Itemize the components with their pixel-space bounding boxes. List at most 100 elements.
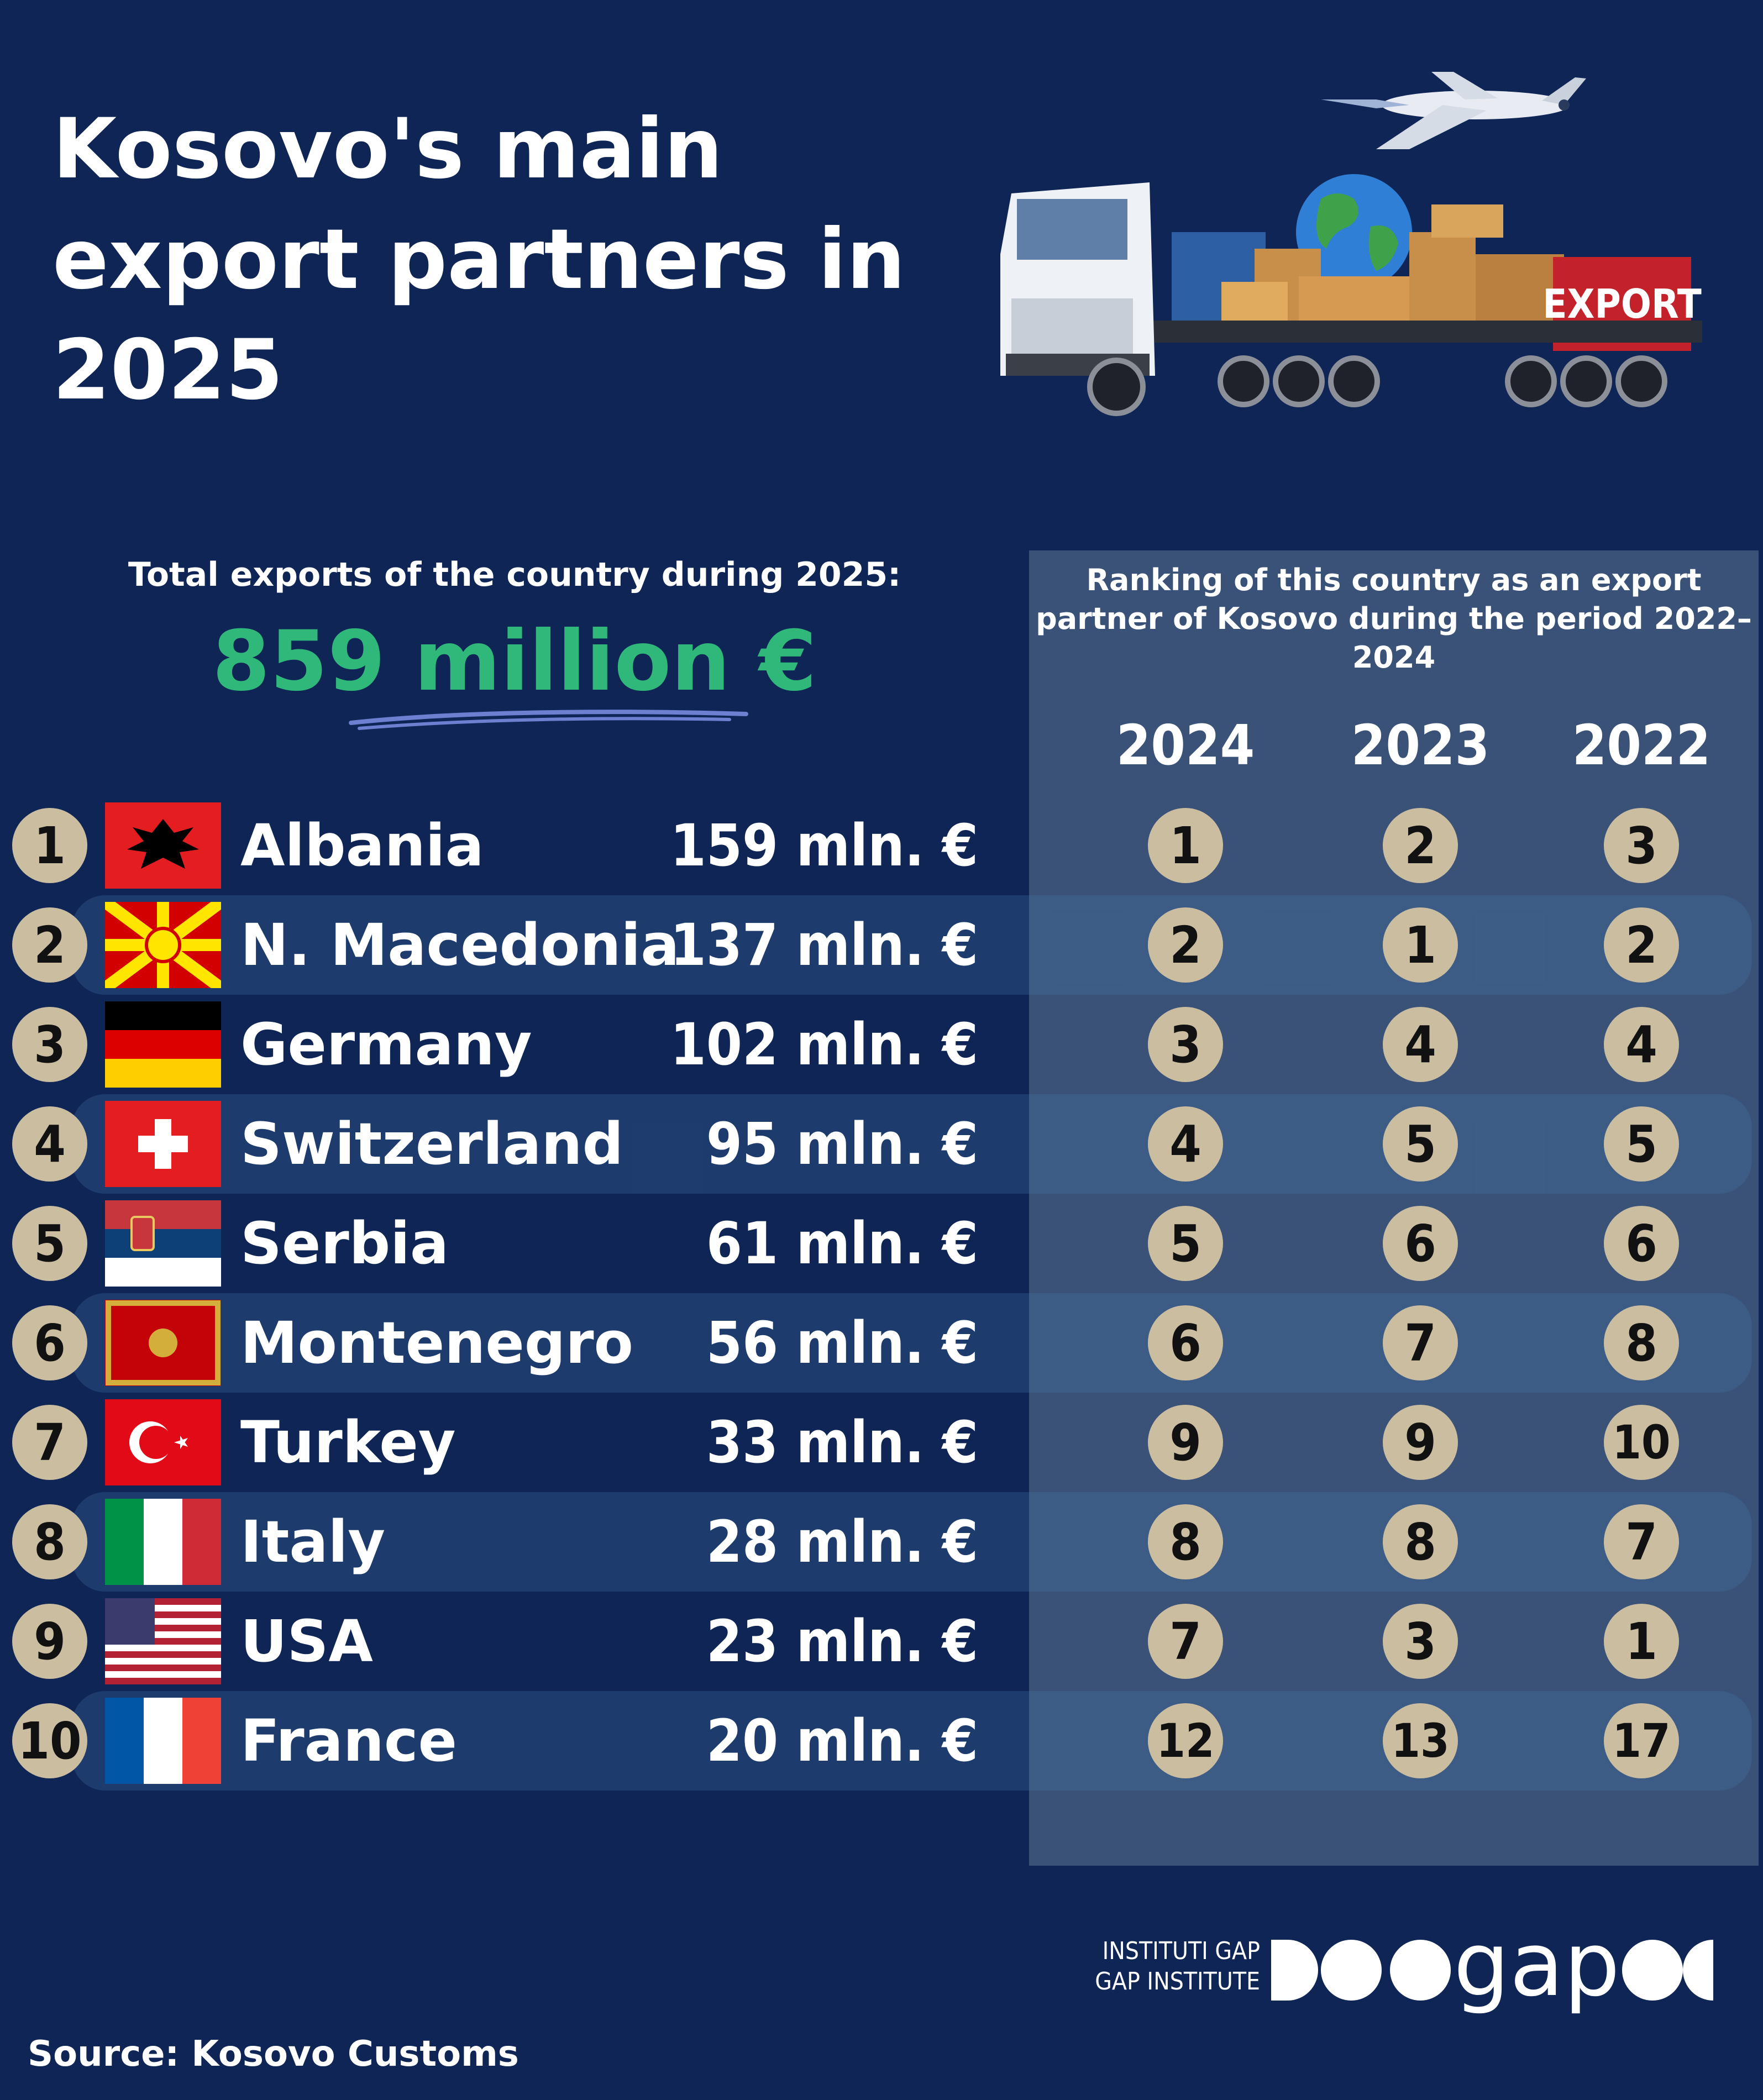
rank-badge-2023: 1 xyxy=(1383,907,1458,983)
rank-badge-2023: 3 xyxy=(1383,1604,1458,1679)
rank-badge-2022: 8 xyxy=(1604,1305,1679,1380)
rank-badge-2023: 4 xyxy=(1383,1007,1458,1082)
export-value: 102 mln. € xyxy=(670,1011,978,1078)
germany-flag xyxy=(105,1001,221,1088)
country-name: Albania xyxy=(240,812,484,879)
ranking-header: Ranking of this country as an export par… xyxy=(1036,563,1752,675)
truck-cab-icon xyxy=(1000,182,1155,376)
rank-badge-2024: 12 xyxy=(1148,1703,1223,1778)
rank-badge: 8 xyxy=(12,1504,87,1579)
svg-text:gap: gap xyxy=(1454,1929,1620,2016)
row-band xyxy=(72,1094,1752,1194)
rank-badge-2022: 1 xyxy=(1604,1604,1679,1679)
rank-badge-2023: 5 xyxy=(1383,1106,1458,1182)
rank-badge-2023: 7 xyxy=(1383,1305,1458,1380)
rank-badge-2023: 8 xyxy=(1383,1504,1458,1579)
export-value: 20 mln. € xyxy=(706,1707,978,1775)
rank-badge-2024: 1 xyxy=(1148,808,1223,883)
country-name: Montenegro xyxy=(240,1309,633,1377)
rank-badge-2022: 6 xyxy=(1604,1206,1679,1281)
rank-badge-2022: 3 xyxy=(1604,808,1679,883)
rank-badge-2023: 13 xyxy=(1383,1703,1458,1778)
switzerland-flag xyxy=(105,1101,221,1187)
rank-badge-2024: 2 xyxy=(1148,907,1223,983)
table-row: 4 Switzerland 95 mln. € 4 5 5 xyxy=(0,1094,1763,1194)
total-exports-value: 859 million € xyxy=(212,613,817,710)
france-flag xyxy=(105,1698,221,1784)
rank-badge: 5 xyxy=(12,1206,87,1281)
rank-badge-2024: 5 xyxy=(1148,1206,1223,1281)
export-value: 137 mln. € xyxy=(670,911,978,979)
export-value: 61 mln. € xyxy=(706,1210,978,1277)
year-header-2024: 2024 xyxy=(1116,713,1255,778)
rank-badge: 4 xyxy=(12,1106,87,1182)
table-row: 9 USA 23 mln. € 7 3 1 xyxy=(0,1592,1763,1691)
rank-badge-2024: 4 xyxy=(1148,1106,1223,1182)
country-name: Turkey xyxy=(240,1409,456,1476)
row-band xyxy=(72,895,1752,995)
serbia-flag xyxy=(105,1200,221,1287)
export-truck-illustration: EXPORT xyxy=(1000,72,1702,416)
rank-badge-2024: 7 xyxy=(1148,1604,1223,1679)
rank-badge-2022: 2 xyxy=(1604,907,1679,983)
gap-institute-logo: gap xyxy=(1271,1929,1713,2016)
row-band xyxy=(72,1293,1752,1393)
country-name: Italy xyxy=(240,1508,386,1576)
table-row: 1 Albania 159 mln. € 1 2 3 xyxy=(0,796,1763,895)
row-band xyxy=(72,1691,1752,1791)
country-name: Germany xyxy=(240,1011,532,1078)
institute-name-en: GAP INSTITUTE xyxy=(1095,1967,1260,1996)
table-row: 8 Italy 28 mln. € 8 8 7 xyxy=(0,1492,1763,1592)
year-header-2022: 2022 xyxy=(1572,713,1711,778)
italy-flag xyxy=(105,1499,221,1585)
export-value: 33 mln. € xyxy=(706,1409,978,1476)
export-value: 56 mln. € xyxy=(706,1309,978,1377)
country-name: USA xyxy=(240,1608,373,1675)
cargo-boxes-icon xyxy=(1172,204,1564,321)
row-band xyxy=(72,1492,1752,1592)
rank-badge: 7 xyxy=(12,1405,87,1480)
turkey-flag xyxy=(105,1399,221,1485)
albania-flag xyxy=(105,802,221,889)
montenegro-flag xyxy=(105,1300,221,1386)
year-header-2023: 2023 xyxy=(1351,713,1490,778)
table-row: 6 Montenegro 56 mln. € 6 7 8 xyxy=(0,1293,1763,1393)
airplane-icon xyxy=(1321,72,1586,149)
table-row: 3 Germany 102 mln. € 3 4 4 xyxy=(0,995,1763,1094)
north-macedonia-flag xyxy=(105,902,221,988)
rank-badge-2024: 9 xyxy=(1148,1405,1223,1480)
scribble-underline xyxy=(349,710,748,730)
export-value: 28 mln. € xyxy=(706,1508,978,1576)
country-name: N. Macedonia xyxy=(240,911,680,979)
institute-name-sq: INSTITUTI GAP xyxy=(1102,1937,1260,1965)
export-value: 159 mln. € xyxy=(670,812,978,879)
table-row: 7 Turkey 33 mln. € 9 9 10 xyxy=(0,1393,1763,1492)
rank-badge-2022: 10 xyxy=(1604,1405,1679,1480)
table-row: 5 Serbia 61 mln. € 5 6 6 xyxy=(0,1194,1763,1293)
rank-badge-2023: 6 xyxy=(1383,1206,1458,1281)
globe-icon xyxy=(1296,174,1412,290)
rank-badge: 9 xyxy=(12,1604,87,1679)
table-row: 10 France 20 mln. € 12 13 17 xyxy=(0,1691,1763,1791)
rank-badge-2022: 17 xyxy=(1604,1703,1679,1778)
rank-badge-2024: 8 xyxy=(1148,1504,1223,1579)
rank-badge: 2 xyxy=(12,907,87,983)
rank-badge-2023: 2 xyxy=(1383,808,1458,883)
truck-wheels-icon xyxy=(1087,355,1667,416)
rank-badge-2022: 4 xyxy=(1604,1007,1679,1082)
export-value: 95 mln. € xyxy=(706,1110,978,1178)
rank-badge: 6 xyxy=(12,1305,87,1380)
country-name: Switzerland xyxy=(240,1110,624,1178)
total-exports-label: Total exports of the country during 2025… xyxy=(128,555,901,594)
page-title: Kosovo's main export partners in 2025 xyxy=(53,101,906,418)
usa-flag xyxy=(105,1598,221,1684)
svg-text:EXPORT: EXPORT xyxy=(1542,281,1702,327)
rank-badge: 1 xyxy=(12,808,87,883)
rank-badge-2024: 3 xyxy=(1148,1007,1223,1082)
rank-badge-2022: 5 xyxy=(1604,1106,1679,1182)
rank-badge: 3 xyxy=(12,1007,87,1082)
table-row: 2 N. Macedonia 137 mln. € 2 1 2 xyxy=(0,895,1763,995)
rank-badge-2024: 6 xyxy=(1148,1305,1223,1380)
country-name: Serbia xyxy=(240,1210,449,1277)
rank-badge-2022: 7 xyxy=(1604,1504,1679,1579)
